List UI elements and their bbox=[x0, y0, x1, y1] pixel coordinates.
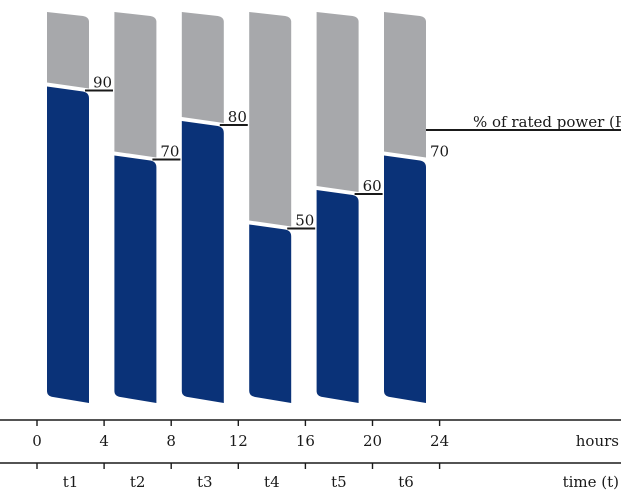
value-label-t4: 50 bbox=[295, 212, 314, 230]
rated-power-label: % of rated power (P) bbox=[473, 113, 621, 131]
hours-tick-label: 12 bbox=[229, 432, 248, 450]
hours-tick-label: 0 bbox=[32, 432, 42, 450]
bar-remainder-t6 bbox=[384, 12, 426, 158]
time-period-label-t3: t3 bbox=[197, 473, 213, 490]
bar-load-t6 bbox=[384, 155, 426, 403]
bar-remainder-t4 bbox=[249, 12, 292, 227]
time-period-label-t6: t6 bbox=[398, 473, 414, 490]
hours-tick-label: 16 bbox=[296, 432, 315, 450]
bar-remainder-t5 bbox=[316, 12, 359, 192]
bar-load-t4 bbox=[249, 224, 292, 403]
bar-load-t5 bbox=[316, 190, 359, 403]
hours-axis: 0 4 8 12 16 20 24 hours bbox=[0, 419, 621, 450]
hours-tick-label: 20 bbox=[363, 432, 382, 450]
time-ticks-group: t1 t2 t3 t4 t5 t6 bbox=[36, 463, 441, 490]
time-axis-unit: time (t) bbox=[563, 473, 619, 490]
value-labels-group: 90 70 80 50 60 70 bbox=[85, 74, 449, 230]
hours-axis-unit: hours bbox=[576, 432, 619, 450]
hours-tick-label: 4 bbox=[99, 432, 109, 450]
bar-load-t1 bbox=[47, 86, 89, 403]
value-label-t6: 70 bbox=[430, 143, 449, 161]
bars-group bbox=[47, 12, 426, 403]
value-label-t2: 70 bbox=[160, 143, 179, 161]
time-axis: t1 t2 t3 t4 t5 t6 time (t) bbox=[0, 462, 621, 490]
hours-tick-label: 24 bbox=[430, 432, 449, 450]
bar-remainder-t1 bbox=[47, 12, 89, 89]
bar-load-t2 bbox=[114, 155, 157, 403]
hours-ticks-group: 0 4 8 12 16 20 24 bbox=[32, 420, 449, 450]
value-label-t5: 60 bbox=[363, 177, 382, 195]
rated-power-label-group: % of rated power (P) bbox=[426, 113, 621, 131]
value-label-t1: 90 bbox=[93, 74, 112, 92]
bar-load-t3 bbox=[181, 121, 224, 403]
bar-remainder-t2 bbox=[114, 12, 157, 158]
time-period-label-t4: t4 bbox=[264, 473, 280, 490]
time-period-label-t5: t5 bbox=[331, 473, 347, 490]
bar-remainder-t3 bbox=[181, 12, 224, 123]
hours-tick-label: 8 bbox=[166, 432, 176, 450]
value-label-t3: 80 bbox=[228, 108, 247, 126]
time-period-label-t2: t2 bbox=[130, 473, 146, 490]
time-period-label-t1: t1 bbox=[63, 473, 79, 490]
